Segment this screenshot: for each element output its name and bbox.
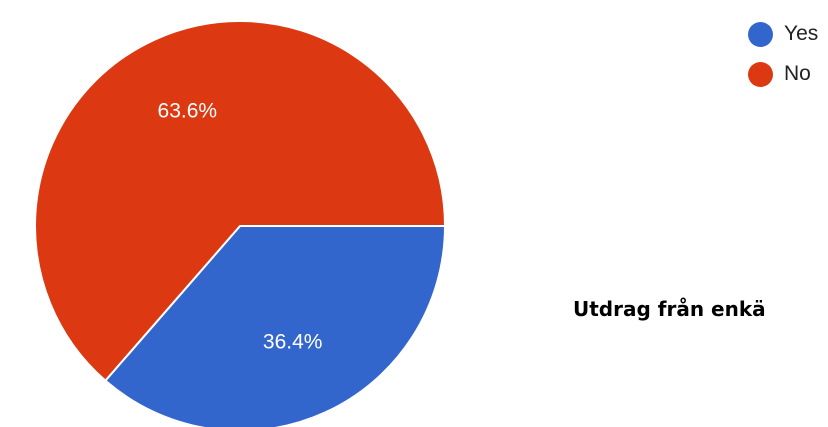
legend-label-no: No [784,62,811,85]
pie-slice-no [34,20,447,383]
caption-text: Utdrag från enkä [573,297,766,321]
slice-label-yes: 36.4% [263,331,323,354]
legend-swatch-yes [748,21,773,47]
slice-label-no: 63.6% [158,99,218,122]
legend-label-yes: Yes [784,22,819,45]
legend: Yes No [748,21,818,101]
legend-item-no: No [748,61,818,87]
legend-item-yes: Yes [748,21,818,47]
legend-swatch-no [748,61,773,87]
pie-slice-yes [103,225,447,427]
